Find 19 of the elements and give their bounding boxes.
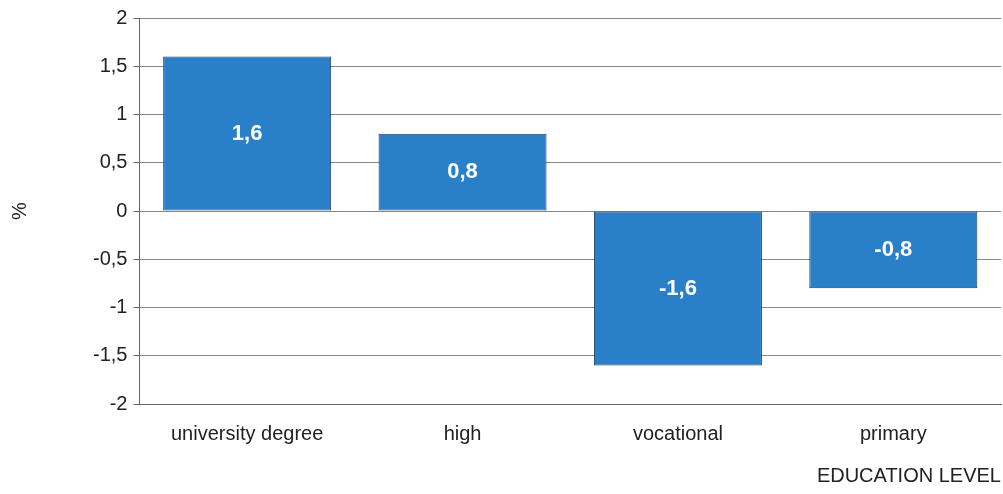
x-tick-label: primary bbox=[859, 421, 927, 444]
y-tick-label: -1,5 bbox=[92, 343, 128, 366]
data-label: -0,8 bbox=[874, 235, 913, 261]
y-axis-title: % bbox=[7, 201, 30, 220]
y-tick-label: 0,5 bbox=[99, 150, 128, 173]
data-label: 1,6 bbox=[231, 119, 263, 145]
y-tick-label: -2 bbox=[109, 391, 128, 414]
y-tick-label: -0,5 bbox=[92, 246, 128, 269]
x-tick-label: university degree bbox=[171, 421, 324, 444]
y-tick-label: 2 bbox=[116, 5, 128, 28]
y-tick-label: -1 bbox=[109, 295, 128, 318]
y-tick-label: 0 bbox=[116, 198, 128, 221]
data-label: -1,6 bbox=[658, 274, 697, 300]
x-tick-label: vocational bbox=[632, 421, 723, 444]
x-axis-title: EDUCATION LEVEL bbox=[816, 463, 1001, 486]
y-tick-label: 1,5 bbox=[99, 53, 128, 76]
x-tick-label: high bbox=[443, 421, 482, 444]
data-label: 0,8 bbox=[447, 158, 478, 184]
y-tick-label: 1 bbox=[116, 102, 128, 125]
